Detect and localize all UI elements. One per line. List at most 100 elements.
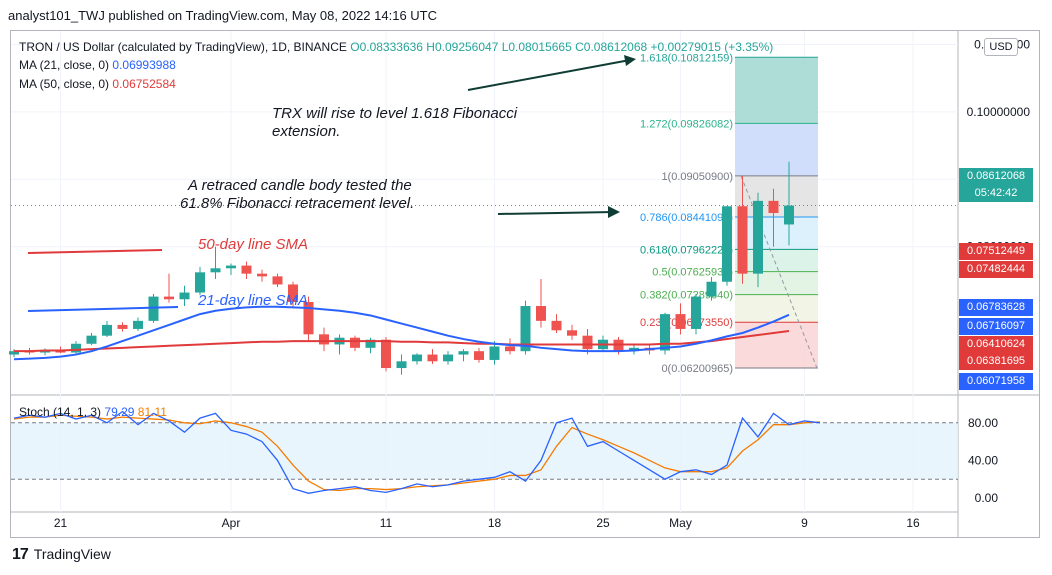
candle: [474, 351, 484, 360]
candle: [117, 324, 128, 329]
candle: [489, 346, 500, 360]
candle: [288, 284, 298, 302]
ma21-label: MA (21, close, 0): [19, 58, 110, 72]
candle: [443, 354, 453, 362]
currency-button[interactable]: USD: [984, 38, 1018, 56]
candle: [396, 361, 407, 369]
candle: [319, 334, 329, 345]
candle: [412, 354, 422, 362]
candle: [427, 354, 438, 362]
candle: [768, 200, 779, 213]
ohlc-values: O0.08333636 H0.09256047 L0.08015665 C0.0…: [350, 40, 774, 54]
ma21-legend[interactable]: MA (21, close, 0) 0.06993988: [19, 58, 176, 72]
price-tag: 0.06381695: [959, 353, 1033, 370]
tradingview-logo[interactable]: 17 TradingView: [12, 546, 111, 564]
rise-arrow-line: [467, 59, 631, 91]
candle: [551, 320, 562, 331]
legend-title-row: TRON / US Dollar (calculated by TradingV…: [19, 40, 773, 54]
retrace-annotation-line1: A retraced candle body tested the: [187, 177, 412, 194]
price-tag: 05:42:42: [959, 185, 1033, 202]
candle: [241, 265, 252, 274]
ma50-legend[interactable]: MA (50, close, 0) 0.06752584: [19, 77, 176, 91]
fib-label-1.272: 1.272(0.09826082): [640, 118, 733, 130]
candle: [102, 324, 112, 336]
candle: [86, 335, 97, 344]
ma50-line: [14, 329, 790, 353]
fib-label-0: 0(0.06200965): [661, 363, 733, 375]
rise-annotation-line1: TRX will rise to level 1.618 Fibonacci: [272, 105, 518, 122]
candle: [706, 281, 717, 297]
fib-label-0.786: 0.786(0.08441095): [640, 212, 733, 224]
publisher-header: analyst101_TWJ published on TradingView.…: [8, 8, 437, 23]
rise-annotation-line2: extension.: [272, 123, 340, 140]
stoch-tick-label: 40.00: [968, 453, 998, 467]
candle: [520, 306, 531, 352]
fib-label-0.618: 0.618(0.07962227): [640, 244, 733, 256]
stoch-k-line: [13, 410, 821, 494]
ma21-value: 0.06993988: [112, 58, 176, 72]
fib-label-0.5: 0.5(0.07625933): [652, 267, 733, 279]
candle: [629, 347, 639, 352]
x-tick-label: 21: [54, 516, 68, 530]
x-tick-label: 25: [596, 516, 610, 530]
stoch-legend[interactable]: Stoch (14, 1, 3) 79.29 81.11: [19, 405, 167, 419]
retrace-arrow-line: [497, 211, 615, 215]
chart-frame: [10, 30, 1040, 538]
price-tag: 0.07512449: [959, 243, 1033, 260]
candle: [660, 314, 670, 351]
fib-label-0.382: 0.382(0.07289640): [640, 290, 733, 302]
ma50-label: MA (50, close, 0): [19, 77, 110, 91]
symbol-title[interactable]: TRON / US Dollar (calculated by TradingV…: [19, 40, 347, 54]
candle: [226, 265, 236, 269]
stoch-label: Stoch (14, 1, 3): [19, 405, 102, 419]
x-tick-label: 11: [380, 516, 393, 530]
x-tick-label: 9: [801, 516, 808, 530]
candle: [133, 320, 143, 329]
stoch-band: [11, 422, 958, 480]
candle: [536, 306, 546, 321]
sma50-annotation: 50-day line SMA: [198, 236, 308, 253]
candle: [567, 330, 577, 336]
candle: [458, 351, 469, 355]
fib-zone: [735, 123, 818, 176]
candle: [722, 206, 732, 282]
retrace-annotation-line2: 61.8% Fibonacci retracement level.: [180, 195, 414, 212]
candle: [303, 301, 314, 335]
ma21-line: [13, 305, 790, 361]
fib-zone: [735, 217, 818, 250]
x-tick-label: Apr: [222, 516, 241, 530]
fib-zone: [735, 294, 818, 323]
x-tick-label: May: [669, 516, 692, 530]
fib-zone: [735, 322, 818, 369]
candle: [257, 273, 267, 277]
tradingview-mark-icon: 17: [12, 546, 29, 563]
price-tag: 0.06716097: [959, 318, 1033, 335]
candle: [582, 335, 593, 350]
candle: [365, 339, 376, 348]
candle: [737, 206, 748, 274]
candle: [350, 337, 360, 348]
candle: [675, 314, 686, 329]
stoch-k-value: 79.29: [104, 405, 135, 419]
candle: [613, 339, 624, 352]
fib-zone: [735, 57, 818, 124]
retrace-arrow-head: [608, 206, 620, 218]
candle: [505, 346, 515, 352]
candle: [55, 350, 66, 353]
rise-arrow-head: [624, 55, 636, 66]
stoch-tick-label: 0.00: [975, 491, 999, 505]
price-tag: 0.08612068: [959, 168, 1033, 185]
candle: [40, 350, 50, 353]
candle: [148, 296, 159, 321]
price-tag: 0.06783628: [959, 299, 1033, 316]
sma21-guide-line: [27, 306, 179, 312]
candle: [164, 296, 174, 300]
fib-label-1.618: 1.618(0.10812159): [640, 52, 733, 64]
fib-zone: [735, 271, 818, 295]
x-tick-label: 16: [906, 516, 920, 530]
price-tag: 0.06410624: [959, 336, 1033, 353]
candle: [71, 343, 81, 353]
tradingview-brand: TradingView: [33, 546, 111, 562]
candle: [753, 200, 763, 274]
